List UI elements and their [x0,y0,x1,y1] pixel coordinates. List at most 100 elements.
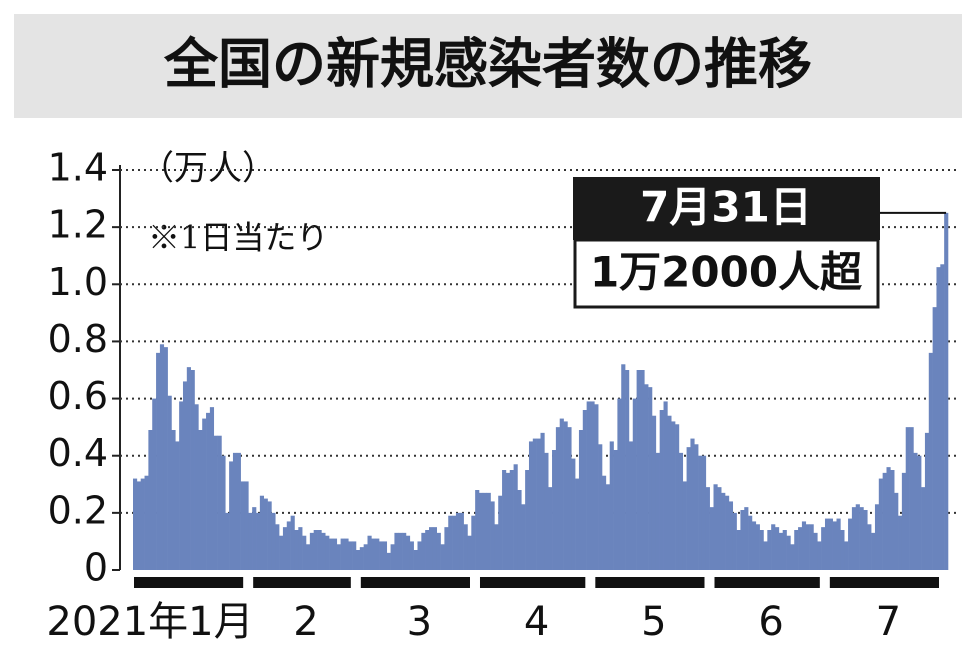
bar [736,530,741,570]
bar [732,512,737,570]
bar [478,492,484,570]
y-tick-label: 0 [84,546,108,590]
month-bar [829,577,939,588]
bar [575,478,580,570]
bar [559,418,564,570]
x-tick-label: 7 [876,599,901,645]
bar [794,530,799,570]
bar [844,541,849,570]
bar [786,535,791,570]
bar [290,515,295,570]
bar [602,475,607,570]
bar [805,524,810,570]
bar [421,532,426,570]
bar [790,544,795,570]
bar [444,527,449,570]
bar [848,518,853,570]
bar [944,212,949,570]
bar [886,467,891,570]
bar [367,535,372,570]
x-tick-label: 3 [407,599,432,645]
bar [525,470,530,570]
bar [671,421,676,570]
bar [782,530,787,570]
bar [713,484,718,570]
bar [494,524,499,570]
bar [694,444,699,570]
bar [429,527,434,570]
bar [190,370,195,570]
bar [417,541,422,570]
bar [448,515,453,570]
bar [932,307,937,570]
bar [778,532,783,570]
note: ※1日当たり [148,219,328,257]
bar [309,532,314,570]
bar [701,455,707,570]
bar [471,515,476,570]
bar [236,452,241,570]
bar [390,544,395,570]
bar [232,452,238,570]
bar [348,541,353,570]
bar [302,535,307,570]
chart-title: 全国の新規感染者数の推移 [163,33,812,96]
annotation-text: 1万2000人超 [590,248,863,297]
bar [159,344,165,570]
bar [536,438,541,570]
bar [505,472,511,570]
bar [582,410,587,570]
y-tick-label: 0.6 [48,374,108,418]
bar [632,398,637,570]
bar [894,492,899,570]
bar [725,495,730,570]
bar [171,430,176,570]
bar [905,427,910,570]
bar [521,504,526,570]
bar [717,487,722,570]
bar [675,424,680,570]
bar [655,452,660,570]
bar [648,387,653,570]
bar [594,404,599,570]
bar [644,384,649,570]
bar [294,530,299,570]
bar [286,521,291,570]
x-tick-label: 2021年1月 [46,599,253,645]
bar [690,438,695,570]
bar [179,401,184,570]
bar [755,524,760,570]
bar [628,441,634,570]
bar [256,512,261,570]
bar [709,507,714,570]
bar [321,532,326,570]
bar [721,492,726,570]
bar [509,470,514,570]
bar [317,530,322,570]
bar [855,504,860,570]
bar [352,541,357,570]
bar [156,352,161,570]
bar [206,412,211,570]
bar [413,550,418,570]
bar [440,544,445,570]
bar [928,352,933,570]
bar [502,470,507,570]
bar [940,264,945,570]
bar [728,501,734,570]
bar [490,501,495,570]
bar [336,544,341,570]
bar [467,535,472,570]
bar [517,490,522,570]
bar [548,487,553,570]
bar [686,447,691,570]
bar [682,481,687,570]
bar [213,435,218,570]
bar [751,521,757,570]
unit-label: （万人） [140,149,276,189]
bar [432,527,438,570]
bar [663,401,668,570]
bar [936,267,941,570]
annotation-text-box [573,238,880,309]
bar [532,438,537,570]
